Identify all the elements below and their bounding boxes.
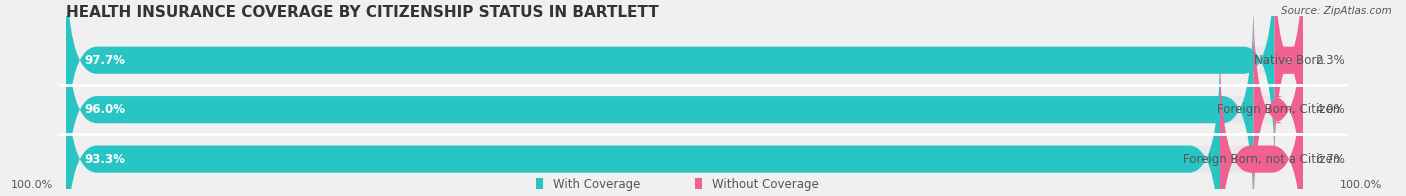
FancyBboxPatch shape (1253, 0, 1303, 196)
Text: 93.3%: 93.3% (84, 153, 125, 166)
FancyBboxPatch shape (66, 49, 1220, 196)
Text: HEALTH INSURANCE COVERAGE BY CITIZENSHIP STATUS IN BARTLETT: HEALTH INSURANCE COVERAGE BY CITIZENSHIP… (66, 5, 659, 20)
FancyBboxPatch shape (536, 178, 543, 192)
FancyBboxPatch shape (1220, 49, 1303, 196)
Text: Native Born: Native Born (1254, 54, 1323, 67)
FancyBboxPatch shape (1272, 0, 1305, 170)
Text: 2.3%: 2.3% (1315, 54, 1346, 67)
Text: 97.7%: 97.7% (84, 54, 125, 67)
Text: Without Coverage: Without Coverage (711, 178, 818, 191)
FancyBboxPatch shape (66, 0, 1303, 196)
FancyBboxPatch shape (66, 0, 1253, 196)
Text: 6.7%: 6.7% (1315, 153, 1346, 166)
Text: Foreign Born, Citizen: Foreign Born, Citizen (1216, 103, 1340, 116)
FancyBboxPatch shape (66, 0, 1274, 170)
FancyBboxPatch shape (66, 0, 1303, 170)
Text: 100.0%: 100.0% (1340, 180, 1382, 190)
Text: 100.0%: 100.0% (10, 180, 52, 190)
Text: Foreign Born, not a Citizen: Foreign Born, not a Citizen (1182, 153, 1340, 166)
Text: 4.0%: 4.0% (1315, 103, 1346, 116)
Text: With Coverage: With Coverage (553, 178, 640, 191)
Text: Source: ZipAtlas.com: Source: ZipAtlas.com (1281, 6, 1392, 16)
Text: 96.0%: 96.0% (84, 103, 125, 116)
FancyBboxPatch shape (695, 178, 702, 192)
FancyBboxPatch shape (66, 49, 1303, 196)
